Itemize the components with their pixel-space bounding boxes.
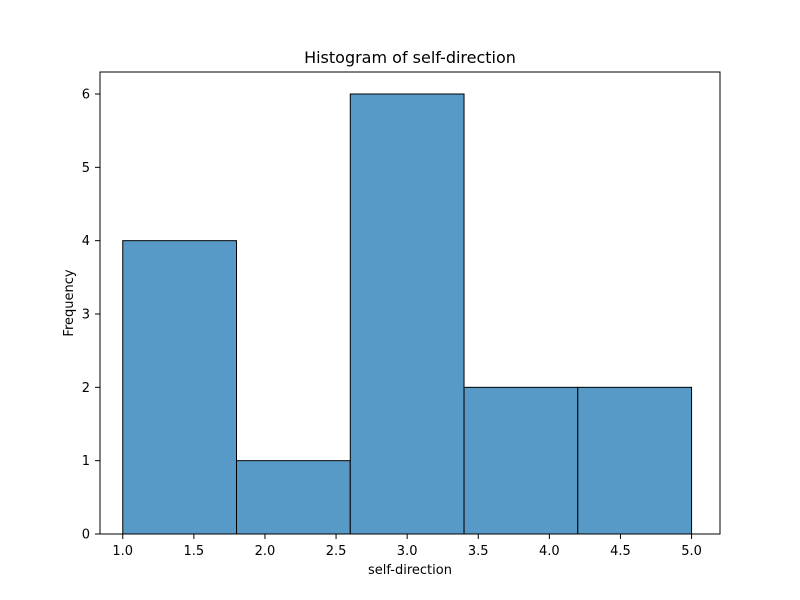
y-tick-label-4: 4 bbox=[82, 234, 90, 249]
x-tick-label-2: 2.0 bbox=[255, 544, 276, 559]
x-tick-label-7: 4.5 bbox=[610, 544, 631, 559]
x-tick-label-3: 2.5 bbox=[326, 544, 347, 559]
x-tick-label-0: 1.0 bbox=[112, 544, 133, 559]
histogram-bar-1 bbox=[236, 460, 351, 535]
y-tick-label-1: 1 bbox=[82, 454, 90, 469]
x-tick-label-6: 4.0 bbox=[539, 544, 560, 559]
histogram-bar-2 bbox=[349, 93, 465, 535]
x-tick-label-8: 5.0 bbox=[681, 544, 702, 559]
y-axis-label: Frequency bbox=[62, 269, 77, 336]
y-axis-ticks: 0 1 2 3 4 5 6 bbox=[82, 88, 100, 543]
y-tick-label-0: 0 bbox=[82, 528, 90, 543]
y-tick-label-3: 3 bbox=[82, 308, 90, 323]
x-axis-ticks: 1.0 1.5 2.0 2.5 3.0 3.5 4.0 4.5 5.0 bbox=[112, 534, 702, 559]
histogram-bar-0 bbox=[122, 240, 238, 535]
histogram-bar-3 bbox=[463, 386, 579, 535]
x-tick-label-5: 3.5 bbox=[468, 544, 489, 559]
y-tick-label-2: 2 bbox=[82, 381, 90, 396]
x-tick-label-4: 3.0 bbox=[397, 544, 418, 559]
x-axis-label: self-direction bbox=[368, 563, 452, 578]
y-tick-label-6: 6 bbox=[82, 88, 90, 103]
axes-frame bbox=[99, 71, 721, 535]
histogram-bar-4 bbox=[577, 386, 693, 535]
x-tick-label-1: 1.5 bbox=[184, 544, 205, 559]
chart-title: Histogram of self-direction bbox=[304, 48, 516, 67]
bars-group bbox=[122, 93, 693, 535]
y-tick-label-5: 5 bbox=[82, 161, 90, 176]
